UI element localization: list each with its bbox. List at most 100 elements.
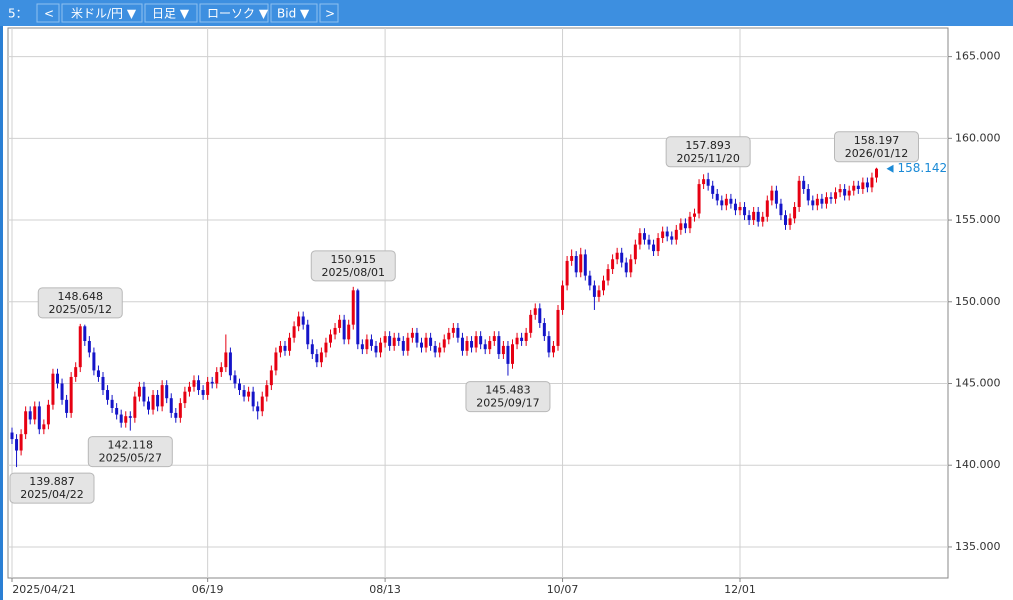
candle-body	[515, 337, 519, 345]
candle	[656, 233, 660, 257]
candle	[524, 327, 528, 346]
candle	[720, 195, 724, 211]
y-tick-label: 135.000	[955, 540, 1001, 553]
candle-body	[702, 179, 706, 185]
candle	[351, 286, 355, 330]
candle-body	[774, 190, 778, 204]
prev-button[interactable]	[36, 3, 60, 23]
candle-body	[501, 345, 505, 355]
symbol-label[interactable]: 米ドル/円 ▼	[71, 7, 137, 21]
candle	[228, 347, 232, 381]
candle	[620, 247, 624, 268]
candle-body	[483, 344, 487, 350]
candle	[42, 419, 46, 435]
price-side-select[interactable]	[270, 3, 318, 23]
candle	[319, 347, 323, 368]
next-button[interactable]	[319, 3, 339, 23]
candle	[738, 202, 742, 216]
candle-body	[274, 352, 278, 371]
annotation-box	[665, 136, 751, 168]
candle-body	[215, 372, 219, 384]
candle-body	[42, 424, 46, 430]
annotation-value: 157.893	[685, 139, 731, 152]
candle-body	[488, 341, 492, 350]
candle-body	[715, 193, 719, 201]
candle-body	[401, 341, 405, 351]
candle-body	[392, 337, 396, 346]
period-select[interactable]	[144, 3, 198, 23]
candle	[688, 211, 692, 234]
chart-type-label[interactable]: ローソク ▼	[207, 7, 269, 21]
candle-body	[806, 188, 810, 201]
annotation-date: 2025/08/01	[322, 266, 385, 279]
candle	[83, 324, 87, 346]
price-side-label[interactable]: Bid ▼	[277, 7, 310, 21]
candle-body	[379, 342, 383, 353]
candle	[115, 403, 119, 420]
candle-body	[797, 180, 801, 207]
candle-body	[661, 231, 665, 239]
panel-number: 5：	[8, 7, 28, 21]
annotation-value: 150.915	[331, 253, 377, 266]
period-label[interactable]: 日足 ▼	[152, 7, 190, 21]
candle	[247, 386, 251, 402]
candle-body	[652, 244, 656, 252]
annotation-date: 2025/09/17	[476, 397, 539, 410]
candle	[110, 394, 114, 413]
candle	[410, 327, 414, 343]
candle-body	[87, 341, 91, 353]
candle	[315, 349, 319, 368]
candle	[592, 280, 596, 310]
candle	[424, 332, 428, 353]
candle-body	[611, 259, 615, 270]
candle	[497, 331, 501, 359]
annotation-value: 142.118	[108, 439, 154, 452]
candle-body	[529, 314, 533, 333]
candle-body	[406, 337, 410, 351]
candle-body	[156, 394, 160, 407]
candle-body	[238, 383, 241, 391]
candle-body	[829, 197, 833, 199]
candle	[611, 254, 615, 274]
chart-type-select[interactable]	[199, 3, 269, 23]
candle-body	[133, 396, 137, 418]
annotation-box	[87, 436, 173, 468]
next-button-label[interactable]: >	[325, 7, 335, 21]
candle-body	[802, 180, 806, 189]
toolbar: 5： < 米ドル/円 ▼ 日足 ▼ ローソク ▼ Bid ▼ >	[0, 0, 1013, 26]
candle	[551, 341, 555, 358]
y-tick-label: 140.000	[955, 458, 1001, 471]
candle-body	[333, 327, 337, 335]
candle	[693, 208, 696, 222]
candle	[96, 365, 100, 382]
candle	[106, 385, 110, 405]
candle-body	[693, 213, 696, 217]
candle-body	[583, 254, 587, 276]
candle-body	[383, 336, 387, 343]
y-tick-label: 150.000	[955, 295, 1001, 308]
candle-body	[110, 399, 114, 409]
candle-body	[533, 308, 537, 315]
annotation-box	[465, 381, 551, 413]
candle-body	[633, 244, 637, 260]
candle	[183, 386, 187, 409]
symbol-select[interactable]	[61, 3, 143, 23]
candle-body	[460, 337, 464, 351]
annotation-box	[9, 472, 95, 504]
annotation-value: 158.197	[854, 134, 900, 147]
candle	[78, 323, 82, 373]
candle-body	[524, 332, 528, 342]
candle	[824, 192, 828, 209]
candle-body	[92, 352, 96, 371]
candle	[743, 202, 747, 221]
candle	[838, 184, 842, 198]
candle-body	[438, 347, 442, 353]
candle	[501, 341, 505, 359]
candle-body	[174, 412, 178, 418]
prev-button-label[interactable]: <	[44, 7, 54, 21]
candle-body	[365, 339, 369, 350]
candle-body	[492, 336, 496, 342]
candle	[624, 257, 628, 278]
candle-body	[360, 344, 364, 350]
